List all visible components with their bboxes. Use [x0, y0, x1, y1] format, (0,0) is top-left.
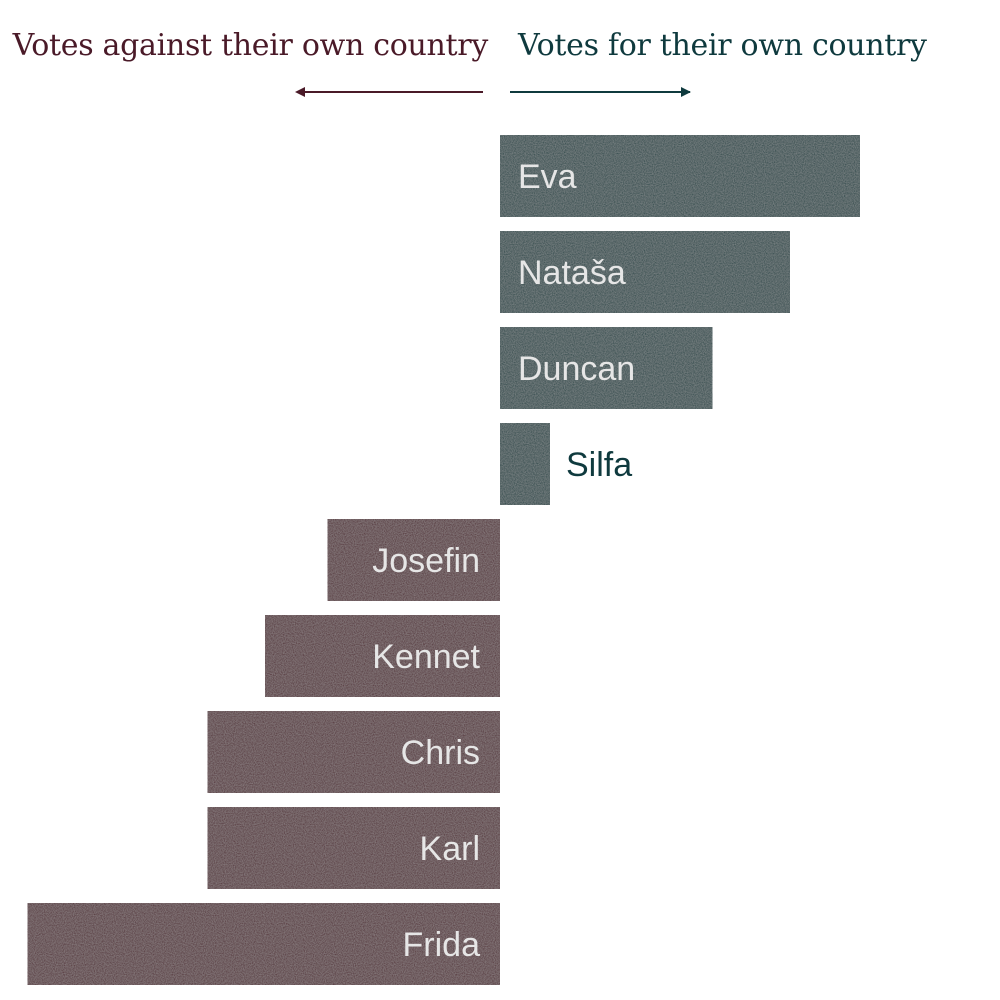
bar-label: Silfa	[566, 446, 632, 484]
bar-label: Chris	[401, 734, 480, 772]
for-direction-label: Votes for their own country	[518, 28, 927, 63]
bar-for	[500, 135, 860, 217]
bar-against	[265, 615, 500, 697]
bar-label: Eva	[518, 158, 577, 196]
bar-label: Karl	[420, 830, 480, 868]
bar-label: Kennet	[372, 638, 480, 676]
bar-for	[500, 231, 790, 313]
bar-against	[207, 711, 500, 793]
bar-for	[500, 423, 550, 505]
bar-label: Duncan	[518, 350, 635, 388]
bar-for	[500, 327, 713, 409]
against-direction-label: Votes against their own country	[12, 28, 489, 63]
bar-label: Frida	[403, 926, 481, 964]
bar-label: Nataša	[518, 254, 626, 292]
bar-against	[327, 519, 500, 601]
bar-against	[207, 807, 500, 889]
bar-label: Josefin	[372, 542, 480, 580]
bar-against	[27, 903, 500, 985]
